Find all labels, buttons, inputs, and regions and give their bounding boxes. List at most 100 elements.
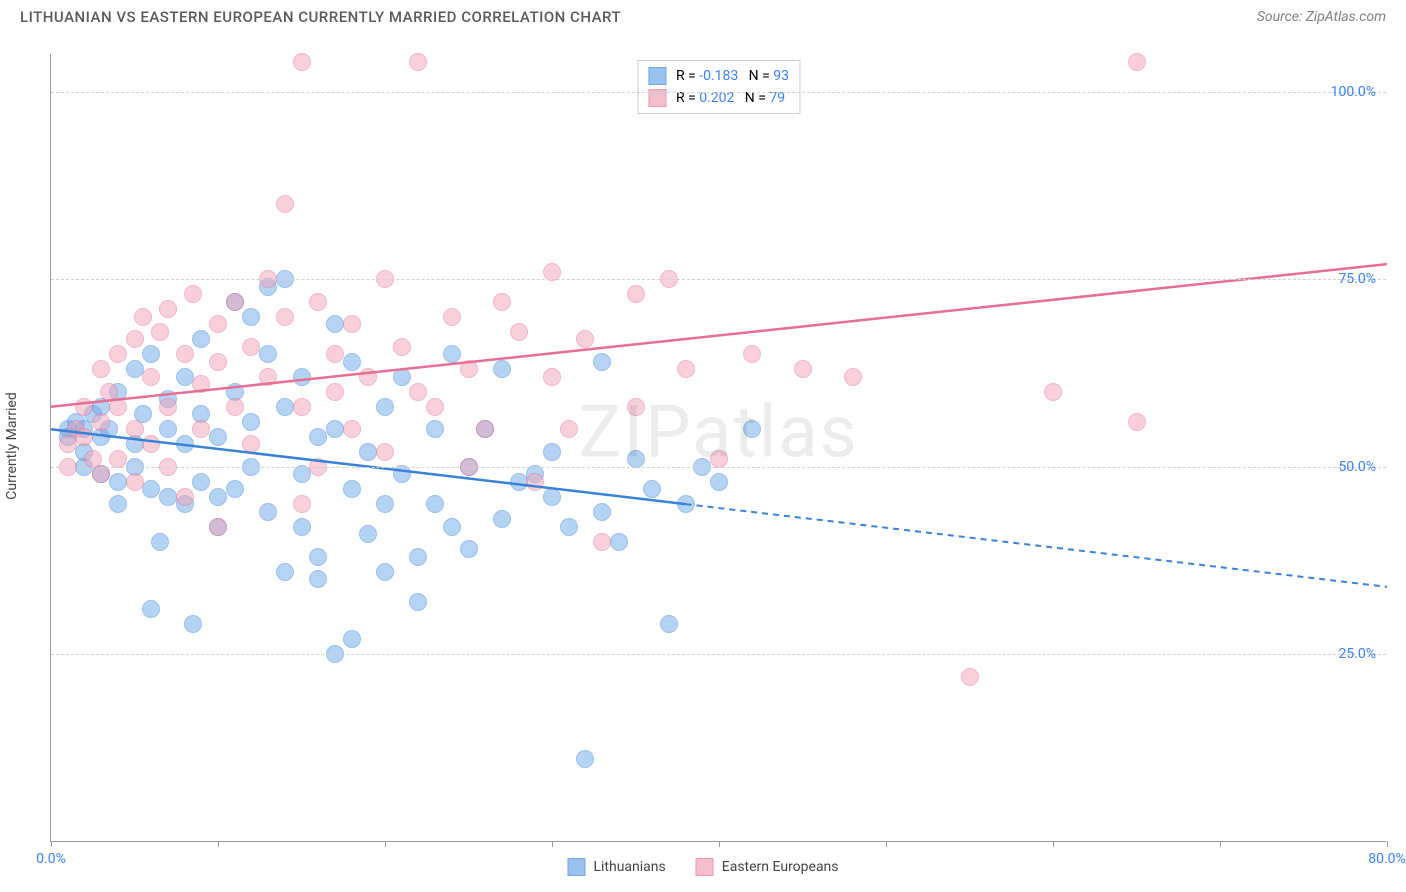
data-point (176, 488, 194, 506)
data-point (710, 473, 728, 491)
gridline (51, 467, 1386, 468)
data-point (176, 345, 194, 363)
data-point (1128, 413, 1146, 431)
data-point (627, 285, 645, 303)
data-point (359, 368, 377, 386)
data-point (593, 353, 611, 371)
legend-row: R = -0.183 N = 93 (648, 65, 789, 87)
legend-stat: R = 0.202 N = 79 (676, 87, 785, 109)
data-point (176, 368, 194, 386)
y-tick-label: 75.0% (1338, 271, 1376, 287)
data-point (184, 615, 202, 633)
data-point (426, 398, 444, 416)
data-point (226, 293, 244, 311)
data-point (543, 488, 561, 506)
gridline (51, 654, 1386, 655)
data-point (343, 630, 361, 648)
data-point (493, 293, 511, 311)
data-point (844, 368, 862, 386)
data-point (126, 360, 144, 378)
data-point (134, 308, 152, 326)
data-point (192, 420, 210, 438)
data-point (476, 420, 494, 438)
data-point (276, 308, 294, 326)
data-point (393, 368, 411, 386)
legend-item: Eastern Europeans (696, 858, 839, 876)
data-point (242, 338, 260, 356)
data-point (109, 345, 127, 363)
data-point (259, 503, 277, 521)
legend-stat: R = -0.183 N = 93 (676, 65, 789, 87)
data-point (326, 420, 344, 438)
data-point (376, 398, 394, 416)
data-point (109, 473, 127, 491)
data-point (343, 480, 361, 498)
data-point (259, 345, 277, 363)
data-point (276, 563, 294, 581)
data-point (543, 443, 561, 461)
data-point (610, 533, 628, 551)
data-point (343, 353, 361, 371)
chart-title: LITHUANIAN VS EASTERN EUROPEAN CURRENTLY… (20, 8, 621, 26)
data-point (176, 435, 194, 453)
data-point (293, 398, 311, 416)
data-point (526, 473, 544, 491)
data-point (309, 293, 327, 311)
data-point (142, 480, 160, 498)
data-point (510, 473, 528, 491)
data-point (209, 353, 227, 371)
data-point (126, 473, 144, 491)
data-point (593, 503, 611, 521)
x-tick-mark (1220, 841, 1221, 847)
data-point (660, 615, 678, 633)
x-tick-mark (1053, 841, 1054, 847)
data-point (560, 420, 578, 438)
data-point (543, 368, 561, 386)
data-point (142, 435, 160, 453)
data-point (560, 518, 578, 536)
data-point (209, 428, 227, 446)
data-point (142, 600, 160, 618)
data-point (326, 345, 344, 363)
data-point (326, 315, 344, 333)
data-point (159, 398, 177, 416)
data-point (1128, 53, 1146, 71)
legend-row: R = 0.202 N = 79 (648, 87, 789, 109)
x-tick-mark (552, 841, 553, 847)
plot-area (51, 54, 1386, 841)
data-point (409, 548, 427, 566)
data-point (409, 53, 427, 71)
data-point (376, 563, 394, 581)
data-point (443, 518, 461, 536)
data-point (443, 308, 461, 326)
data-point (376, 495, 394, 513)
data-point (242, 308, 260, 326)
data-point (961, 668, 979, 686)
data-point (226, 398, 244, 416)
data-point (159, 420, 177, 438)
data-point (460, 360, 478, 378)
data-point (343, 420, 361, 438)
data-point (359, 525, 377, 543)
data-point (677, 495, 695, 513)
data-point (192, 375, 210, 393)
legend-swatch (567, 858, 585, 876)
data-point (293, 465, 311, 483)
series-legend: LithuaniansEastern Europeans (567, 858, 838, 876)
data-point (443, 345, 461, 363)
source-text: Source: ZipAtlas.com (1257, 9, 1386, 25)
data-point (309, 570, 327, 588)
data-point (159, 488, 177, 506)
data-point (151, 323, 169, 341)
y-tick-label: 100.0% (1331, 84, 1376, 100)
data-point (576, 330, 594, 348)
data-point (677, 360, 695, 378)
data-point (276, 398, 294, 416)
data-point (184, 285, 202, 303)
data-point (1044, 383, 1062, 401)
data-point (593, 533, 611, 551)
data-point (627, 398, 645, 416)
data-point (92, 413, 110, 431)
data-point (109, 398, 127, 416)
data-point (293, 368, 311, 386)
